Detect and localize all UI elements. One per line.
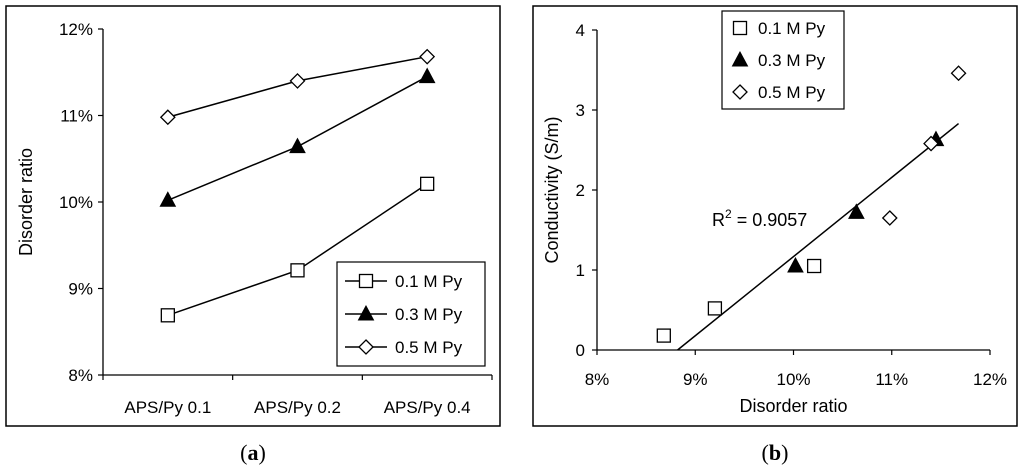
panel-b-legend-marker: [731, 50, 749, 67]
panel-b-legend-marker: [732, 84, 748, 100]
panel-a-data-point: [289, 72, 306, 89]
panel-a-frame: [5, 5, 501, 427]
panel-b-legend-marker: [732, 20, 748, 36]
panel-a-data-point: [418, 67, 436, 84]
panel-b-data-point: [806, 258, 822, 274]
panel-b-data-point: [707, 301, 723, 316]
panel-b-y-tick-label: 0: [576, 341, 585, 360]
panel-a-data-point: [160, 308, 175, 323]
panel-a-x-tick-label: APS/Py 0.1: [124, 398, 211, 417]
panel-a-caption-letter: a: [248, 440, 259, 465]
panel-b-data-point: [950, 65, 967, 82]
panel-b-y-tick-label: 1: [576, 261, 585, 280]
panel-b-x-tick-label: 10%: [776, 370, 810, 389]
panel-a-data-point: [159, 191, 177, 207]
panel-a-y-axis-title: Disorder ratio: [16, 148, 36, 256]
panel-b-y-axis-title: Conductivity (S/m): [542, 116, 562, 263]
panel-b-data-point: [881, 210, 898, 226]
panel-a-caption: (a): [240, 440, 266, 465]
panel-a-data-point: [290, 263, 305, 278]
panel-a-legend-marker: [358, 273, 374, 289]
panel-a-y-tick-label: 8%: [68, 366, 93, 385]
panel-b-y-tick-label: 4: [576, 21, 585, 40]
panel-a-y-tick-label: 11%: [60, 107, 93, 126]
panel-b-chart: 0 1 2 3 4 8% 9% 10% 11% 12% Disorder ratio Conducti…: [542, 10, 1007, 416]
panel-a-x-tick-label: APS/Py 0.2: [254, 398, 341, 417]
panel-b-frame: [532, 5, 1018, 427]
panel-a-data-point: [159, 109, 176, 126]
panel-b-legend-label: 0.3 M Py: [758, 51, 826, 70]
panel-a-data-point: [420, 176, 435, 191]
panel-b-x-tick-label: 11%: [875, 370, 908, 389]
panel-a-data-point: [289, 137, 306, 154]
panel-a-y-tick-label: 10%: [59, 193, 93, 212]
panel-b-caption: (b): [762, 440, 789, 465]
panel-a-legend-label: 0.3 M Py: [395, 305, 463, 324]
panel-a-legend-marker: [358, 339, 374, 355]
panel-b-legend-label: 0.5 M Py: [758, 83, 826, 102]
panel-b-x-tick-label: 9%: [683, 370, 708, 389]
panel-a-x-tick-label: APS/Py 0.4: [384, 398, 471, 417]
panel-b-data-point: [787, 256, 804, 273]
panel-a-chart: 8% 9% 10% 11% 12% APS/Py 0.1 APS/Py 0.2 APS/Py …: [16, 20, 493, 417]
panel-b-y-tick-label: 2: [576, 181, 585, 200]
panel-a-y-tick-label: 12%: [59, 20, 93, 39]
panel-b-data-point: [923, 135, 939, 152]
panel-a-legend-label: 0.1 M Py: [395, 272, 463, 291]
panel-b-x-tick-label: 12%: [973, 370, 1007, 389]
panel-b-caption-letter: b: [769, 440, 781, 465]
panel-b-x-axis-title: Disorder ratio: [739, 396, 847, 416]
panel-b-data-point: [656, 328, 671, 343]
panel-a-legend-label: 0.5 M Py: [395, 338, 463, 357]
panel-b-r-squared-label: R2 = 0.9057: [712, 207, 807, 230]
panel-b-x-tick-label: 8%: [585, 370, 610, 389]
panel-a-legend-marker: [357, 304, 375, 321]
panel-b-y-tick-label: 3: [576, 101, 585, 120]
panel-a-data-point: [419, 48, 436, 65]
panel-b-legend-label: 0.1 M Py: [758, 19, 826, 38]
panel-b-trendline: [677, 123, 960, 351]
panel-a-y-tick-label: 9%: [68, 280, 93, 299]
panel-b-data-point: [848, 203, 865, 219]
